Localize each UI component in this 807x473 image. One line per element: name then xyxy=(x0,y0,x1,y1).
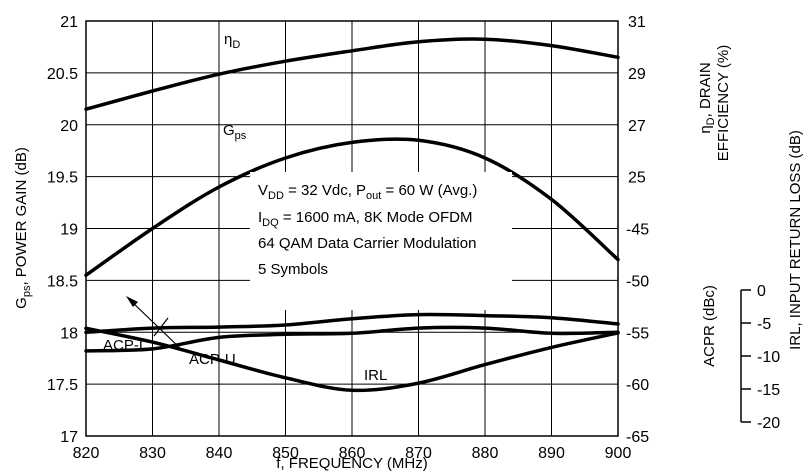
left-tick-labels: 21 20.5 20 19.5 19 18.5 18 17.5 17 xyxy=(47,14,78,446)
right-top-tick-label: 31 xyxy=(628,14,646,31)
irl-axis-title: IRL, INPUT RETURN LOSS (dB) xyxy=(787,130,804,350)
left-tick-label: 20 xyxy=(60,118,78,135)
left-tick-label: 19.5 xyxy=(47,170,78,187)
left-tick-label: 19 xyxy=(60,222,78,239)
right-top-tick-label: 25 xyxy=(628,170,646,187)
left-tick-label: 17.5 xyxy=(47,377,78,394)
right-bottom-tick-label: -50 xyxy=(626,273,649,290)
left-tick-label: 21 xyxy=(60,14,78,31)
irl-axis: 0 -5 -10 -15 -20 xyxy=(741,283,780,432)
series-label-acp-l: ACP-L xyxy=(103,337,147,354)
left-tick-label: 18.5 xyxy=(47,273,78,290)
left-axis-title: Gps, POWER GAIN (dB) xyxy=(13,147,33,309)
right-bottom-tick-label: -55 xyxy=(626,325,649,342)
x-tick-label: 830 xyxy=(139,445,166,462)
right-top-tick-label: 29 xyxy=(628,66,646,83)
x-tick-label: 840 xyxy=(206,445,233,462)
series-label-irl: IRL xyxy=(364,367,387,384)
irl-tick-label: -15 xyxy=(757,382,780,399)
irl-tick-label: 0 xyxy=(757,283,766,300)
series-label-acp-u: ACP-U xyxy=(189,351,236,368)
right-bottom-tick-labels: -45 -50 -55 -60 -65 xyxy=(626,222,649,447)
left-tick-label: 20.5 xyxy=(47,66,78,83)
right-bottom-axis-title: ACPR (dBc) xyxy=(701,285,718,367)
left-tick-label: 18 xyxy=(60,325,78,342)
annotation-line-4: 5 Symbols xyxy=(258,261,328,278)
series-label-eta-d: ηD xyxy=(224,31,240,51)
left-tick-label: 17 xyxy=(60,429,78,446)
right-bottom-tick-label: -60 xyxy=(626,377,649,394)
irl-tick-label: -20 xyxy=(757,415,780,432)
irl-tick-label: -10 xyxy=(757,349,780,366)
right-top-axis-title-line1: ηD, DRAIN xyxy=(697,62,717,133)
x-tick-label: 900 xyxy=(605,445,632,462)
x-tick-label: 890 xyxy=(538,445,565,462)
x-tick-label: 880 xyxy=(472,445,499,462)
irl-tick-label: -5 xyxy=(757,316,771,333)
right-top-axis-title-line2: EFFICIENCY (%) xyxy=(715,45,732,161)
x-tick-label: 820 xyxy=(73,445,100,462)
right-top-tick-label: 27 xyxy=(628,118,646,135)
right-top-tick-labels: 31 29 27 25 xyxy=(628,14,646,187)
right-bottom-tick-label: -45 xyxy=(626,222,649,239)
x-axis-title: f, FREQUENCY (MHz) xyxy=(276,455,427,472)
annotation-line-3: 64 QAM Data Carrier Modulation xyxy=(258,235,476,252)
right-bottom-tick-label: -65 xyxy=(626,429,649,446)
